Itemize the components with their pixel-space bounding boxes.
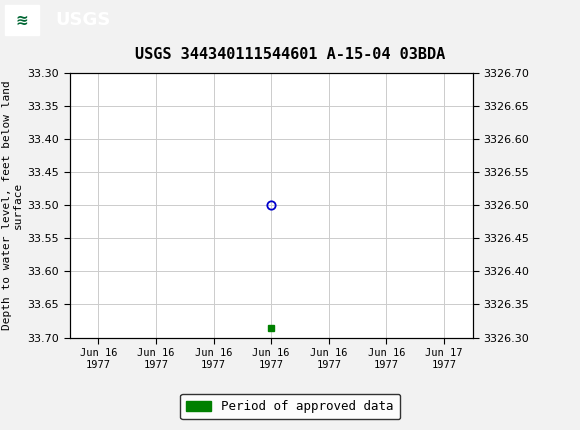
Text: USGS: USGS	[55, 11, 110, 29]
FancyBboxPatch shape	[5, 5, 39, 35]
Text: USGS 344340111544601 A-15-04 03BDA: USGS 344340111544601 A-15-04 03BDA	[135, 47, 445, 62]
Legend: Period of approved data: Period of approved data	[180, 394, 400, 419]
Text: ≋: ≋	[16, 12, 28, 28]
Y-axis label: Depth to water level, feet below land
surface: Depth to water level, feet below land su…	[2, 80, 23, 330]
